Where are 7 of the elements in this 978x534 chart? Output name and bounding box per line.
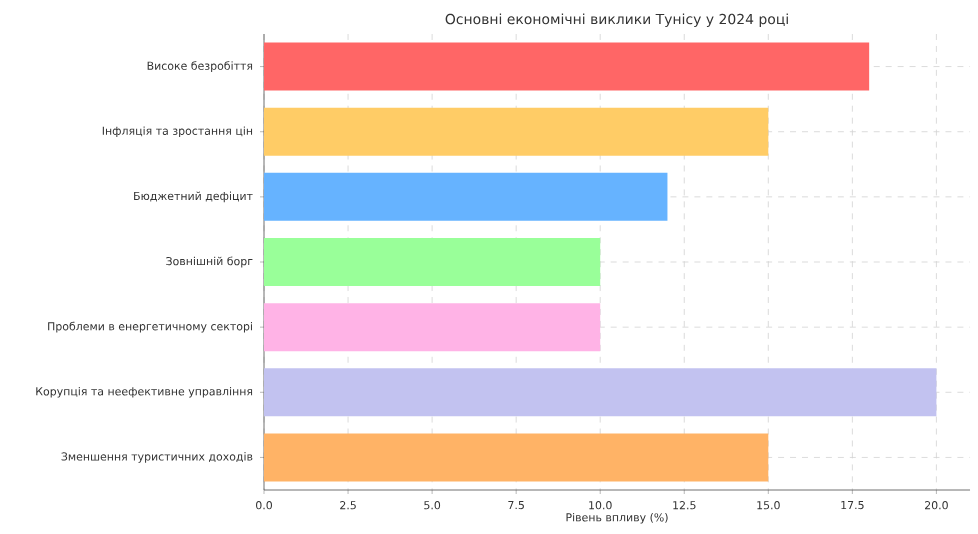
bar — [264, 433, 769, 482]
bar — [264, 172, 668, 221]
bar — [264, 238, 601, 287]
bar — [264, 303, 601, 352]
bar — [264, 42, 870, 91]
bar — [264, 368, 937, 417]
bar — [264, 107, 769, 156]
